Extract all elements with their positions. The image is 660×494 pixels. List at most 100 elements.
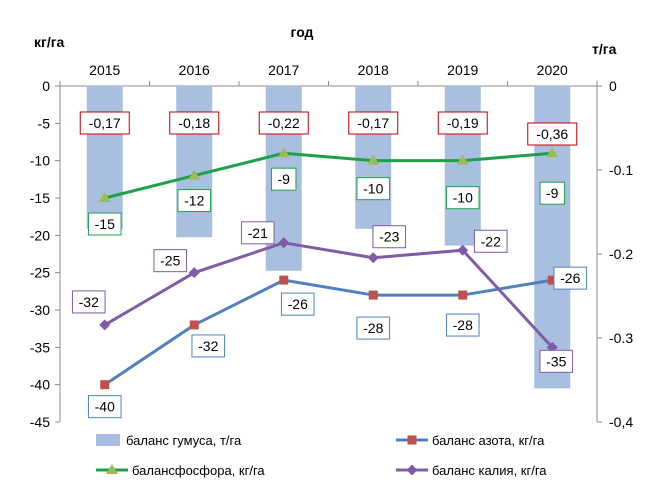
data-label-text: -15 xyxy=(95,216,115,232)
data-label-text: -0,17 xyxy=(89,115,121,131)
data-label-text: -26 xyxy=(560,270,580,286)
data-label-text: -40 xyxy=(95,399,115,415)
data-labels: -0,17 -0,18 -0,22 -0,17 -0,19 -0,36 -40 -32 -26 -… xyxy=(71,111,588,419)
bar-data-label: -0,22 xyxy=(258,111,309,135)
data-label-box xyxy=(79,111,130,135)
y-left-tick-label: -20 xyxy=(30,227,50,243)
data-label-box xyxy=(445,313,480,337)
data-label-box xyxy=(445,186,480,210)
data-label-text: -32 xyxy=(198,338,218,354)
bar-data-label: -0,36 xyxy=(527,122,578,146)
data-label-text: -9 xyxy=(278,171,291,187)
nitrogen-data-label: -26 xyxy=(280,292,315,316)
y-right-tick-label: -0,4 xyxy=(609,414,633,430)
y-left-tick-label: -10 xyxy=(30,153,50,169)
series-point xyxy=(188,267,200,279)
data-label-text: -21 xyxy=(248,225,268,241)
data-label-text: -35 xyxy=(546,353,566,369)
series-point xyxy=(547,275,557,285)
nitrogen-data-label: -28 xyxy=(445,313,480,337)
data-label-box xyxy=(356,177,391,201)
data-label-box xyxy=(177,189,212,213)
y-left-tick-label: -15 xyxy=(30,190,50,206)
nitrogen-data-label: -28 xyxy=(356,316,391,340)
bar-humus xyxy=(176,86,213,238)
data-label-box xyxy=(87,395,122,419)
series-point xyxy=(188,169,201,180)
phosphorus-data-label: -9 xyxy=(539,181,565,205)
phosphorus-data-label: -15 xyxy=(87,212,122,236)
data-label-text: -10 xyxy=(453,190,473,206)
data-label-box xyxy=(71,290,106,314)
y-left-tick-label: 0 xyxy=(42,78,50,94)
lines xyxy=(98,147,559,390)
legend-marker xyxy=(406,464,418,476)
series-point xyxy=(100,380,110,390)
series-point xyxy=(368,290,378,300)
data-label-box xyxy=(539,181,565,205)
legend-label: балансфосфора, кг/га xyxy=(132,463,265,478)
x-tick-label: 2018 xyxy=(358,62,389,78)
legend-item: балансфосфора, кг/га xyxy=(96,463,265,478)
data-label-text: -28 xyxy=(363,320,383,336)
potassium-data-label: -22 xyxy=(473,229,508,253)
data-label-text: -0,19 xyxy=(447,115,479,131)
data-label-box xyxy=(372,225,407,249)
chart-title: год xyxy=(291,24,314,40)
y-left-tick-label: -45 xyxy=(30,414,50,430)
nitrogen-data-label: -32 xyxy=(191,334,226,358)
y-left-tick-label: -40 xyxy=(30,377,50,393)
data-label-text: -22 xyxy=(481,233,501,249)
x-tick-label: 2019 xyxy=(447,62,478,78)
data-label-box xyxy=(169,111,220,135)
data-label-box xyxy=(240,221,275,245)
data-label-box xyxy=(539,349,574,373)
data-label-box xyxy=(280,292,315,316)
series-point xyxy=(456,154,469,165)
series-point xyxy=(458,290,468,300)
y-right-tick-label: 0 xyxy=(609,78,617,94)
legend: баланс гумуса, т/га баланс азота, кг/га ба… xyxy=(96,433,547,478)
y-left-tick-label: -5 xyxy=(38,115,51,131)
legend-swatch xyxy=(96,434,120,446)
series-point xyxy=(367,154,380,165)
legend-label: баланс гумуса, т/га xyxy=(126,433,242,448)
y-left-unit: кг/га xyxy=(34,34,65,50)
data-label-text: -32 xyxy=(79,294,99,310)
data-label-text: -0,17 xyxy=(357,115,389,131)
data-label-text: -28 xyxy=(453,317,473,333)
data-label-box xyxy=(356,316,391,340)
data-label-text: -0,22 xyxy=(268,115,300,131)
series-line xyxy=(103,278,553,386)
series-point xyxy=(546,147,559,158)
x-tick-label: 2016 xyxy=(179,62,210,78)
data-label-box xyxy=(191,334,226,358)
legend-item: баланс азота, кг/га xyxy=(396,433,545,448)
data-label-text: -10 xyxy=(363,181,383,197)
x-tick-label: 2015 xyxy=(89,62,120,78)
potassium-data-label: -25 xyxy=(153,249,188,273)
series-point xyxy=(99,319,111,331)
y-right-tick-label: -0.2 xyxy=(609,246,633,262)
potassium-data-label: -32 xyxy=(71,290,106,314)
series-point xyxy=(98,192,111,202)
legend-marker xyxy=(407,435,417,445)
x-tick-label: 2017 xyxy=(268,62,299,78)
bar-humus xyxy=(444,86,481,246)
y-right-tick-label: -0.1 xyxy=(609,162,633,178)
series-line xyxy=(104,151,553,200)
data-label-box xyxy=(153,249,188,273)
data-label-box xyxy=(437,111,488,135)
phosphorus-data-label: -12 xyxy=(177,189,212,213)
data-label-text: -23 xyxy=(379,229,399,245)
legend-item: баланс калия, кг/га xyxy=(396,463,547,478)
bar-data-label: -0,17 xyxy=(79,111,130,135)
x-tick-label: 2020 xyxy=(537,62,568,78)
data-label-box xyxy=(527,122,578,146)
series-point xyxy=(279,275,289,285)
data-label-box xyxy=(473,229,508,253)
series-point xyxy=(278,237,290,249)
data-label-box xyxy=(348,111,399,135)
potassium-data-label: -35 xyxy=(539,349,574,373)
